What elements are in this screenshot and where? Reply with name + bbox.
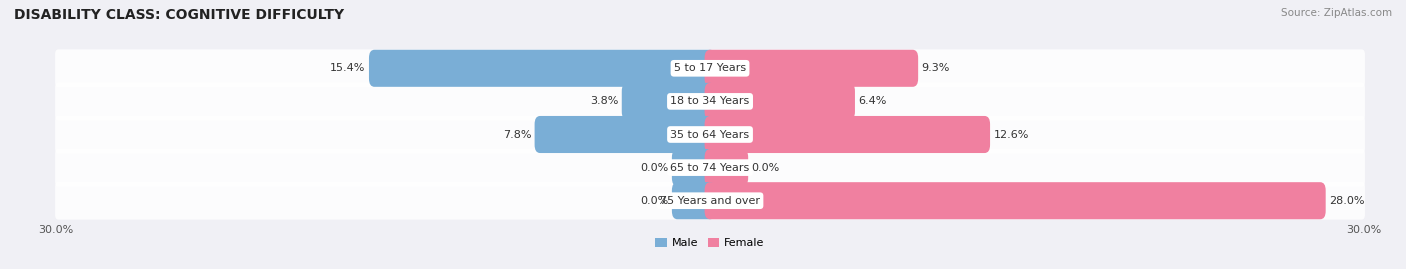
FancyBboxPatch shape (55, 149, 1365, 186)
Text: 75 Years and over: 75 Years and over (659, 196, 761, 206)
FancyBboxPatch shape (672, 182, 716, 219)
FancyBboxPatch shape (704, 50, 918, 87)
FancyBboxPatch shape (704, 182, 1326, 219)
Text: 12.6%: 12.6% (993, 129, 1029, 140)
Text: 3.8%: 3.8% (591, 96, 619, 107)
FancyBboxPatch shape (55, 116, 1365, 153)
Text: 0.0%: 0.0% (640, 162, 669, 173)
Text: 9.3%: 9.3% (921, 63, 950, 73)
Text: 0.0%: 0.0% (640, 196, 669, 206)
Legend: Male, Female: Male, Female (651, 234, 769, 253)
Text: 15.4%: 15.4% (330, 63, 366, 73)
Text: 5 to 17 Years: 5 to 17 Years (673, 63, 747, 73)
Text: 18 to 34 Years: 18 to 34 Years (671, 96, 749, 107)
FancyBboxPatch shape (672, 149, 716, 186)
FancyBboxPatch shape (368, 50, 716, 87)
FancyBboxPatch shape (55, 182, 1365, 220)
Text: 7.8%: 7.8% (503, 129, 531, 140)
FancyBboxPatch shape (55, 49, 1365, 87)
FancyBboxPatch shape (621, 83, 716, 120)
FancyBboxPatch shape (704, 83, 855, 120)
Text: 35 to 64 Years: 35 to 64 Years (671, 129, 749, 140)
Text: DISABILITY CLASS: COGNITIVE DIFFICULTY: DISABILITY CLASS: COGNITIVE DIFFICULTY (14, 8, 344, 22)
FancyBboxPatch shape (55, 83, 1365, 120)
Text: 0.0%: 0.0% (751, 162, 780, 173)
FancyBboxPatch shape (704, 116, 990, 153)
Text: Source: ZipAtlas.com: Source: ZipAtlas.com (1281, 8, 1392, 18)
FancyBboxPatch shape (704, 149, 748, 186)
FancyBboxPatch shape (534, 116, 716, 153)
Text: 65 to 74 Years: 65 to 74 Years (671, 162, 749, 173)
Text: 28.0%: 28.0% (1329, 196, 1364, 206)
Text: 6.4%: 6.4% (858, 96, 887, 107)
